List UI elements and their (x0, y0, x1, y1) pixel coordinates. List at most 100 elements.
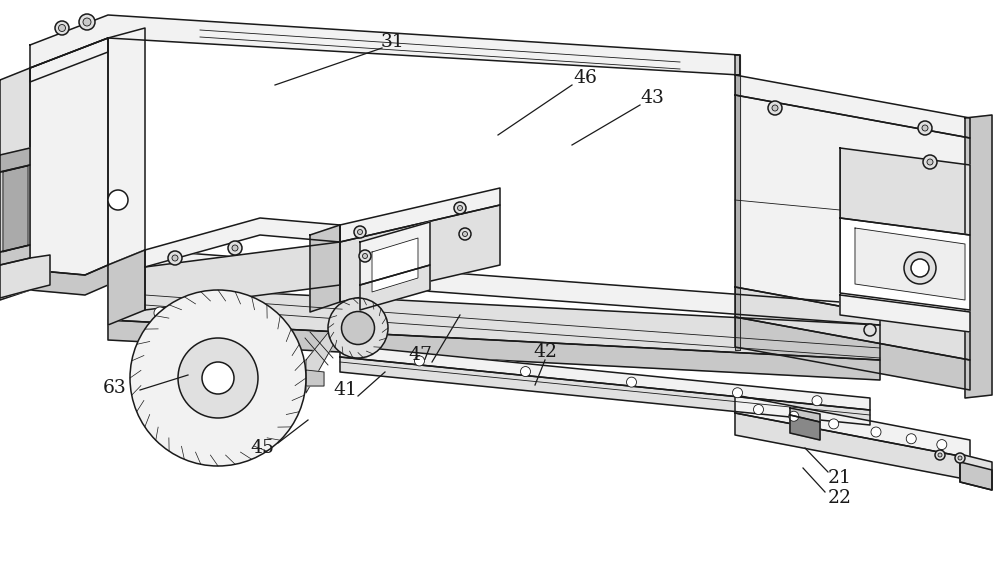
Circle shape (955, 453, 965, 463)
Circle shape (415, 356, 424, 366)
Circle shape (178, 338, 258, 418)
Polygon shape (735, 413, 970, 480)
Circle shape (202, 362, 234, 394)
Polygon shape (360, 265, 430, 310)
Polygon shape (960, 462, 992, 490)
Polygon shape (735, 287, 970, 360)
Circle shape (354, 226, 366, 238)
Circle shape (754, 404, 764, 415)
Polygon shape (965, 115, 992, 398)
Polygon shape (145, 218, 340, 267)
Circle shape (459, 228, 471, 240)
Polygon shape (360, 222, 430, 285)
Polygon shape (790, 408, 820, 422)
Polygon shape (0, 68, 30, 280)
Polygon shape (840, 218, 970, 310)
Circle shape (58, 25, 66, 32)
Circle shape (172, 255, 178, 261)
Polygon shape (735, 95, 970, 330)
Circle shape (906, 434, 916, 444)
Polygon shape (0, 245, 30, 265)
Polygon shape (735, 317, 970, 390)
Text: 43: 43 (640, 89, 664, 107)
Circle shape (938, 453, 942, 457)
Circle shape (904, 252, 936, 284)
Circle shape (194, 311, 206, 323)
Circle shape (829, 419, 839, 429)
Circle shape (958, 456, 962, 460)
Circle shape (359, 250, 371, 262)
Polygon shape (30, 38, 108, 275)
Text: 45: 45 (250, 439, 274, 457)
Polygon shape (840, 148, 970, 235)
Circle shape (626, 377, 637, 387)
Circle shape (937, 440, 947, 450)
Polygon shape (108, 250, 880, 325)
Circle shape (935, 450, 945, 460)
Polygon shape (108, 250, 145, 325)
Polygon shape (790, 415, 820, 440)
Polygon shape (145, 242, 340, 310)
Circle shape (83, 18, 91, 26)
Polygon shape (340, 345, 870, 410)
Polygon shape (30, 38, 108, 82)
Polygon shape (340, 188, 500, 242)
Polygon shape (735, 395, 970, 458)
Circle shape (789, 411, 799, 421)
Polygon shape (30, 15, 740, 75)
Circle shape (812, 396, 822, 406)
Circle shape (234, 315, 246, 327)
Circle shape (923, 155, 937, 169)
Text: 42: 42 (533, 343, 557, 361)
Polygon shape (306, 370, 324, 386)
Text: 31: 31 (380, 33, 404, 51)
Polygon shape (0, 165, 30, 252)
Polygon shape (108, 320, 880, 380)
Polygon shape (960, 454, 992, 490)
Polygon shape (340, 357, 870, 425)
Text: 47: 47 (408, 346, 432, 364)
Circle shape (79, 14, 95, 30)
Circle shape (232, 245, 238, 251)
Polygon shape (0, 255, 50, 298)
Circle shape (911, 259, 929, 277)
Circle shape (458, 205, 462, 210)
Polygon shape (108, 285, 880, 360)
Text: 46: 46 (573, 69, 597, 87)
Text: 41: 41 (333, 381, 357, 399)
Circle shape (864, 324, 876, 336)
Circle shape (328, 298, 388, 358)
Circle shape (768, 101, 782, 115)
Circle shape (871, 427, 881, 437)
Circle shape (918, 121, 932, 135)
Polygon shape (855, 228, 965, 300)
Circle shape (228, 241, 242, 255)
Circle shape (168, 251, 182, 265)
Circle shape (358, 229, 362, 235)
Circle shape (154, 307, 166, 319)
Text: 22: 22 (828, 489, 852, 507)
Circle shape (732, 388, 742, 398)
Circle shape (362, 254, 368, 259)
Polygon shape (372, 238, 418, 292)
Circle shape (130, 290, 306, 466)
Circle shape (462, 232, 468, 236)
Polygon shape (310, 225, 340, 312)
Polygon shape (840, 295, 970, 332)
Circle shape (454, 202, 466, 214)
Circle shape (342, 312, 374, 344)
Circle shape (520, 366, 530, 377)
Circle shape (927, 159, 933, 165)
Circle shape (108, 190, 128, 210)
Polygon shape (108, 28, 145, 275)
Polygon shape (0, 148, 30, 172)
Polygon shape (3, 166, 28, 252)
Polygon shape (306, 318, 340, 393)
Polygon shape (735, 75, 970, 138)
Text: 21: 21 (828, 469, 852, 487)
Polygon shape (340, 205, 500, 302)
Polygon shape (735, 55, 740, 75)
Circle shape (922, 125, 928, 131)
Circle shape (55, 21, 69, 35)
Polygon shape (735, 75, 740, 350)
